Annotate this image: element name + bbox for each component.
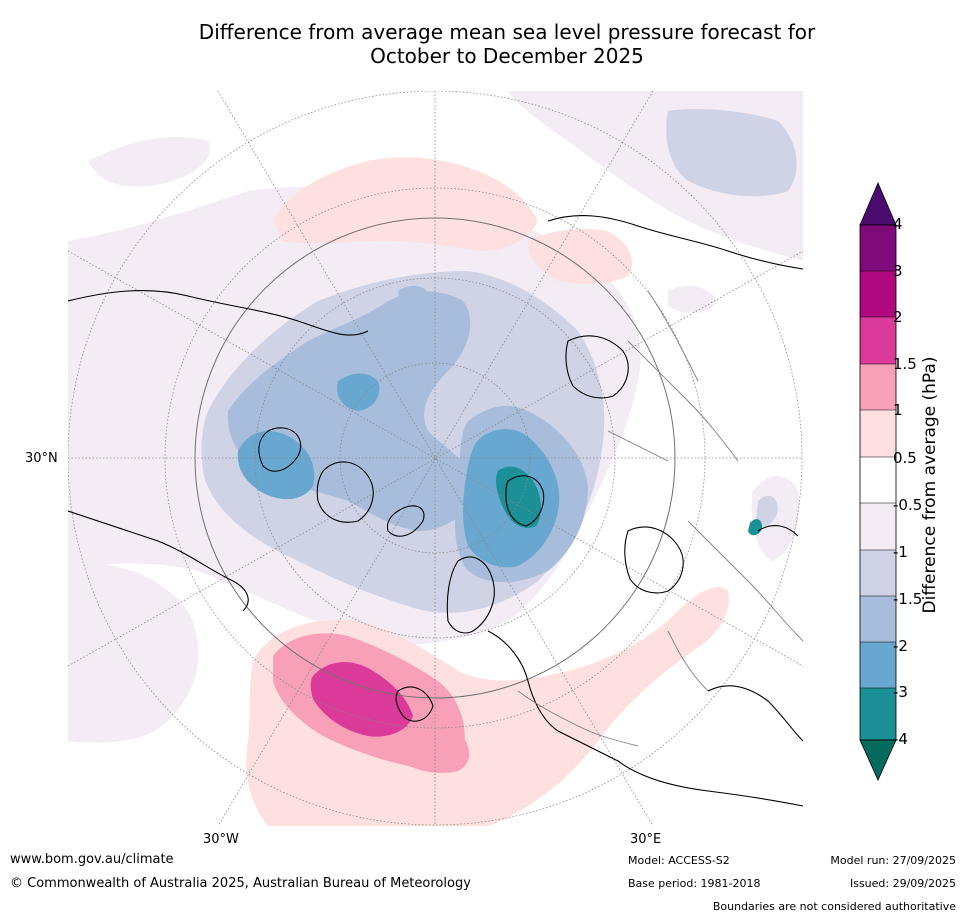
country-borders (517, 290, 803, 747)
footer-url[interactable]: www.bom.gov.au/climate (10, 852, 174, 867)
coast-island (395, 686, 434, 722)
title-line-2: October to December 2025 (370, 44, 644, 68)
colorbar-band-minus-1-1.5 (860, 550, 896, 596)
colorbar-arrow-bottom (859, 739, 897, 781)
coast-siberia-north (68, 290, 369, 336)
title-line-1: Difference from average mean sea level p… (198, 20, 816, 44)
border-1 (627, 340, 739, 462)
coast-caspian (565, 335, 629, 399)
colorbar-tick: -1.5 (893, 590, 923, 608)
lon-label-30e: 30°E (630, 832, 662, 847)
coast-hudson (446, 556, 495, 634)
coast-japan (757, 525, 799, 537)
colorbar-tick: -4 (893, 730, 908, 748)
coastlines (68, 215, 803, 807)
graticule-solid-circle (194, 217, 676, 699)
colorbar-separators (860, 270, 896, 689)
lat-label-30n: 30°N (25, 451, 58, 466)
footer-model: Model: ACCESS-S2 (628, 854, 730, 867)
colorbar-tick: 3 (893, 262, 903, 280)
border-2 (647, 290, 699, 382)
meridian-60w (68, 250, 803, 667)
border-6 (607, 430, 669, 462)
colorbar-tick: -3 (893, 683, 908, 701)
colorbar-band-minus-2-3 (860, 642, 896, 688)
colorbar-outline (859, 224, 897, 741)
colorbar-arrow-top (859, 181, 897, 226)
colorbar-tick: 1.5 (893, 355, 917, 373)
colorbar-band-2-3 (860, 271, 896, 317)
border-3 (687, 520, 803, 642)
colorbar-tick: -1 (893, 543, 908, 561)
coast-asia-east (624, 526, 684, 594)
coast-alaska-west (68, 510, 249, 612)
coast-scandinavia (505, 475, 545, 527)
colorbar-band-minus-0.5-1 (860, 503, 896, 550)
graticule-outer-circle (68, 91, 803, 826)
coast-arctic-islands (316, 461, 374, 523)
meridian-60e (68, 250, 803, 667)
border-4 (517, 690, 639, 747)
footer-model-run: Model run: 27/09/2025 (830, 854, 956, 867)
colorbar-tick: 0.5 (893, 449, 917, 467)
anomaly-1.5-to-2 (310, 662, 413, 737)
colorbar-band-1-1.5 (860, 364, 896, 410)
lon-label-30w: 30°W (203, 832, 239, 847)
colorbar-band-minus-1.5-2 (860, 596, 896, 642)
colorbar-band-3-4 (860, 225, 896, 271)
coast-arabia (707, 685, 803, 742)
footer-disclaimer: Boundaries are not considered authoritat… (712, 900, 956, 913)
colorbar-title: Difference from average (hPa) (920, 356, 940, 614)
colorbar-band-0.5-1 (860, 410, 896, 457)
coast-greenland-area (258, 427, 302, 472)
border-5 (667, 630, 709, 692)
footer-base-period: Base period: 1981-2018 (628, 877, 761, 890)
graticule (68, 91, 803, 826)
coast-east-america (487, 630, 803, 807)
colorbar-tick: -2 (893, 637, 908, 655)
colorbar-band-minus-3-4 (860, 688, 896, 740)
meridian-30e (217, 91, 654, 826)
colorbar-tick: 2 (893, 308, 903, 326)
colorbar-tick: 4 (893, 215, 903, 233)
coast-baffin (386, 505, 425, 537)
colorbar-tick: -0.5 (893, 496, 923, 514)
footer-issued: Issued: 29/09/2025 (849, 877, 956, 890)
chart-title: Difference from average mean sea level p… (0, 20, 965, 68)
footer-copyright: © Commonwealth of Australia 2025, Austra… (10, 876, 471, 891)
colorbar-band-1.5-2 (860, 317, 896, 364)
pressure-anomaly-map (68, 91, 803, 826)
colorbar-tick: 1 (893, 401, 903, 419)
colorbar (859, 181, 897, 781)
colorbar-band-neutral (860, 457, 896, 503)
coast-europe-north (547, 215, 803, 270)
